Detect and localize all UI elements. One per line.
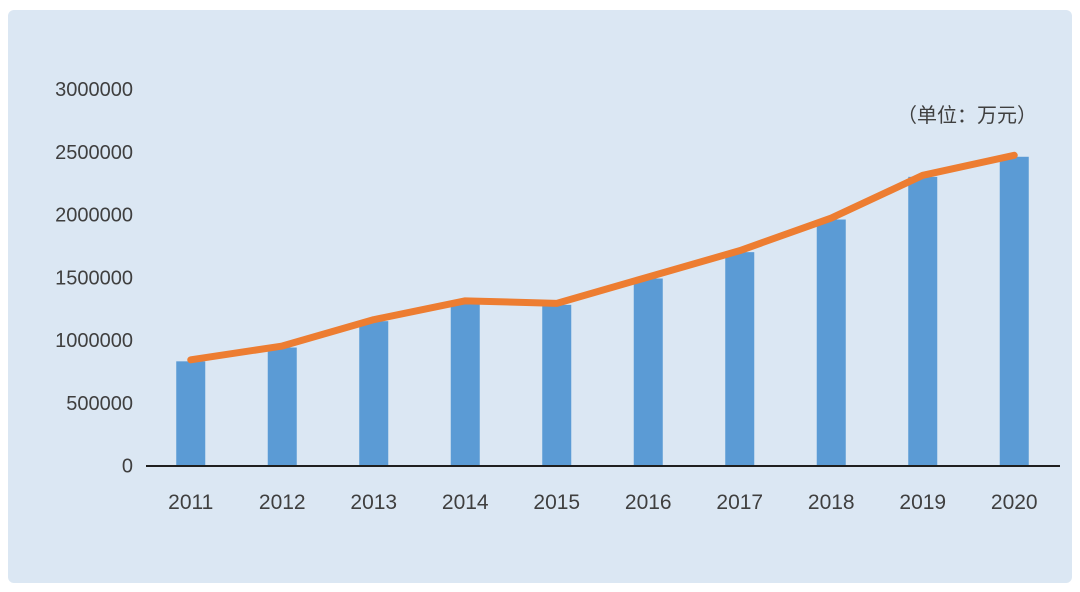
x-axis-label-2012: 2012 [259,491,306,514]
y-axis-tick-label: 3000000 [55,79,133,101]
bar-2017 [725,252,755,466]
x-axis-label-2017: 2017 [716,491,763,514]
x-axis-label-2011: 2011 [168,491,213,514]
x-axis-label-2018: 2018 [808,491,855,514]
x-axis-label-2016: 2016 [625,491,672,514]
unit-annotation: （单位：万元） [897,104,1037,127]
x-axis-label-2019: 2019 [899,491,946,514]
bar-2011 [176,361,206,466]
y-axis-tick-label: 1500000 [55,267,133,289]
x-axis-label-2014: 2014 [442,491,489,514]
x-axis-label-2015: 2015 [533,491,580,514]
bar-2013 [359,321,389,466]
x-axis-label-2020: 2020 [991,491,1038,514]
bar-2016 [633,278,663,466]
bar-2015 [542,304,572,466]
trend-line [187,151,1018,364]
y-axis-tick-label: 2000000 [55,205,133,227]
bar-2014 [450,302,480,466]
y-axis-tick-label: 1000000 [55,330,133,352]
y-axis-tick-label: 2500000 [55,142,133,164]
y-axis-tick-label: 500000 [66,393,133,415]
bar-2019 [908,176,938,466]
x-axis-label-2013: 2013 [350,491,397,514]
y-axis-tick-label: 0 [122,456,133,478]
bar-2020 [999,156,1029,466]
bar-2012 [267,347,297,466]
bar-2018 [816,219,846,466]
